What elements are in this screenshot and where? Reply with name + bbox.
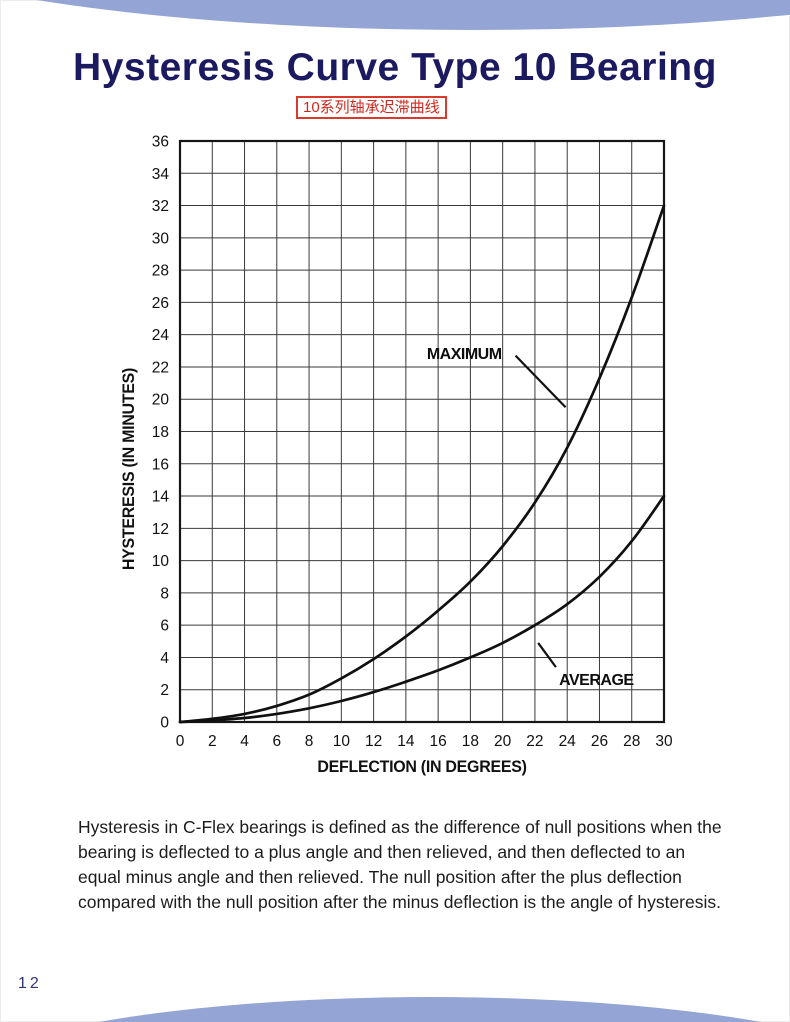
- x-tick-label: 6: [272, 733, 281, 750]
- page-number: 12: [18, 975, 42, 992]
- x-tick-label: 0: [176, 733, 185, 750]
- y-tick-label: 18: [152, 424, 169, 441]
- x-tick-label: 26: [591, 733, 608, 750]
- y-tick-label: 8: [160, 585, 169, 602]
- x-tick-label: 12: [365, 733, 382, 750]
- description-paragraph: Hysteresis in C-Flex bearings is defined…: [78, 817, 722, 912]
- x-tick-label: 22: [526, 733, 543, 750]
- y-tick-label: 20: [152, 392, 170, 409]
- y-tick-label: 0: [160, 715, 169, 732]
- series-label-average: AVERAGE: [559, 672, 634, 689]
- y-tick-label: 32: [152, 198, 169, 215]
- y-tick-label: 28: [152, 263, 169, 280]
- x-tick-label: 28: [623, 733, 640, 750]
- x-tick-label: 20: [494, 733, 512, 750]
- x-tick-label: 8: [305, 733, 314, 750]
- y-tick-label: 36: [152, 134, 169, 151]
- y-tick-label: 12: [152, 521, 169, 538]
- x-tick-label: 4: [240, 733, 249, 750]
- x-tick-label: 10: [333, 733, 351, 750]
- y-tick-label: 14: [152, 489, 170, 506]
- series-label-maximum: MAXIMUM: [427, 346, 502, 363]
- y-tick-label: 22: [152, 359, 169, 376]
- y-tick-label: 10: [152, 553, 170, 570]
- y-tick-label: 16: [152, 456, 169, 473]
- y-axis-title: HYSTERESIS (IN MINUTES): [119, 367, 138, 571]
- subtitle-box: 10系列轴承迟滞曲线: [296, 96, 447, 119]
- y-tick-label: 4: [160, 650, 169, 667]
- header-arc: [0, 0, 790, 30]
- footer-arc: [0, 997, 790, 1022]
- y-tick-label: 30: [152, 230, 170, 247]
- x-tick-label: 24: [559, 733, 577, 750]
- x-tick-label: 2: [208, 733, 217, 750]
- y-tick-label: 2: [160, 682, 169, 699]
- series-curve-average: [178, 494, 666, 724]
- y-tick-label: 24: [152, 327, 170, 344]
- x-tick-label: 18: [462, 733, 479, 750]
- plot-frame: [178, 139, 666, 724]
- subtitle-text: 10系列轴承迟滞曲线: [303, 99, 440, 116]
- x-axis-title: DEFLECTION (IN DEGREES): [317, 757, 527, 776]
- y-tick-label: 34: [152, 166, 170, 183]
- y-tick-label: 26: [152, 295, 169, 312]
- series-curve-maximum: [178, 204, 666, 724]
- chart-canvas: 0 2 4 6 8 10 12 14 16 18 20 22 24 26 28 300246810121416…: [152, 134, 673, 751]
- x-tick-label: 14: [397, 733, 415, 750]
- x-tick-label: 30: [655, 733, 673, 750]
- page-title: Hysteresis Curve Type 10 Bearing: [73, 46, 717, 89]
- x-tick-label: 16: [430, 733, 447, 750]
- leader-line-maximum: [514, 354, 567, 409]
- leader-line-average: [537, 642, 557, 668]
- y-tick-label: 6: [160, 618, 169, 635]
